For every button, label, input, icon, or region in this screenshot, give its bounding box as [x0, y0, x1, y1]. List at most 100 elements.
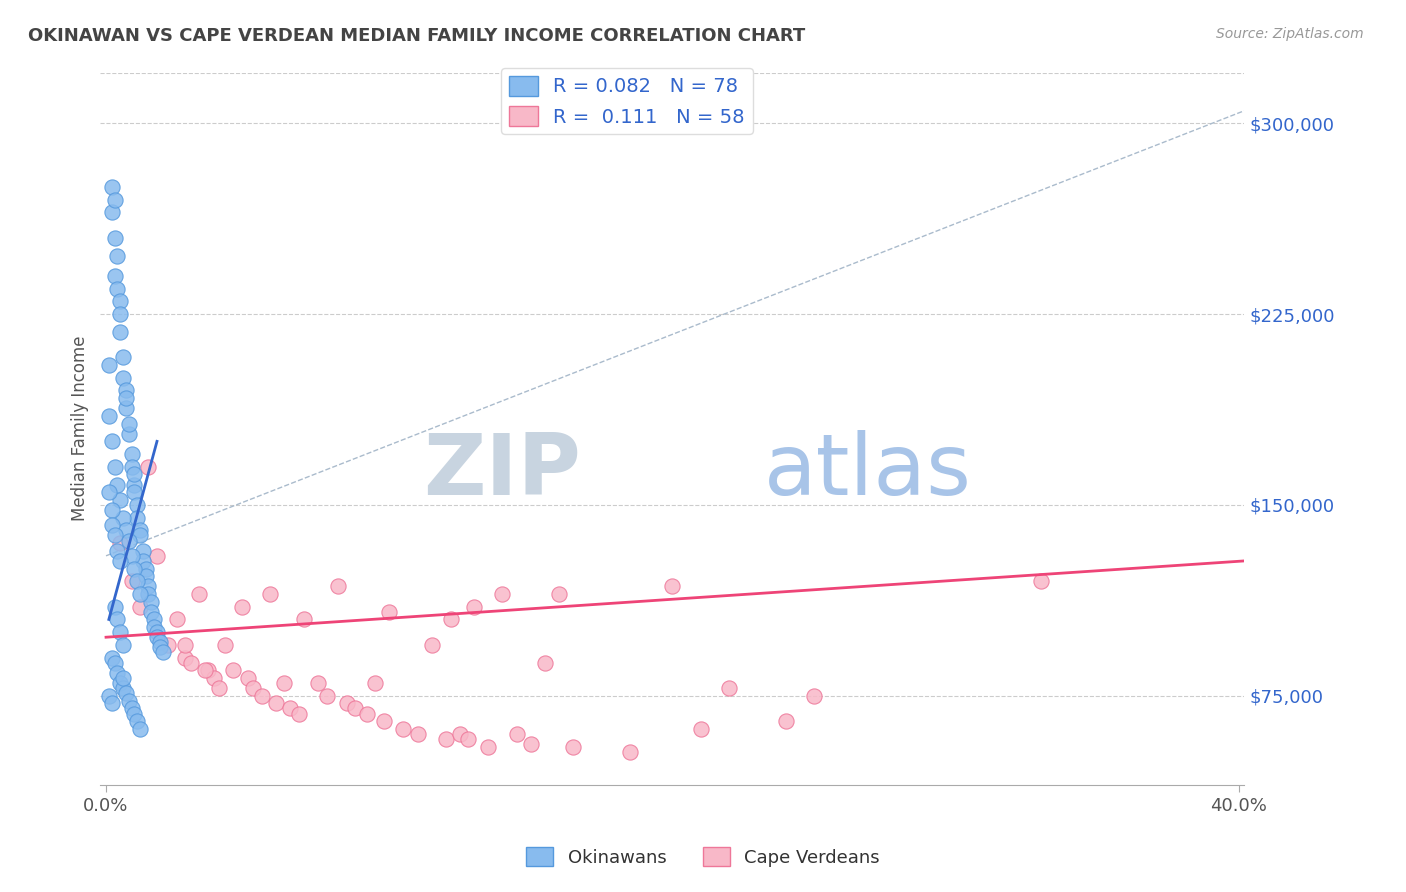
- Point: [307, 676, 329, 690]
- Point: [278, 701, 301, 715]
- Point: [121, 701, 143, 715]
- Point: [118, 417, 141, 431]
- Point: [138, 459, 160, 474]
- Point: [100, 518, 122, 533]
- Point: [129, 524, 152, 538]
- Point: [174, 650, 197, 665]
- Point: [548, 587, 571, 601]
- Point: [103, 268, 125, 283]
- Point: [111, 351, 134, 365]
- Point: [259, 587, 281, 601]
- Point: [457, 731, 479, 746]
- Point: [111, 510, 134, 524]
- Point: [434, 731, 457, 746]
- Point: [111, 681, 134, 695]
- Point: [138, 587, 160, 601]
- Point: [100, 650, 122, 665]
- Point: [121, 447, 143, 461]
- Point: [138, 579, 160, 593]
- Point: [273, 676, 295, 690]
- Point: [316, 689, 339, 703]
- Point: [129, 599, 152, 614]
- Point: [108, 294, 131, 309]
- Point: [135, 569, 157, 583]
- Point: [100, 697, 122, 711]
- Point: [477, 739, 499, 754]
- Legend: R = 0.082   N = 78, R =  0.111   N = 58: R = 0.082 N = 78, R = 0.111 N = 58: [501, 68, 752, 135]
- Point: [197, 663, 219, 677]
- Point: [100, 205, 122, 219]
- Point: [406, 727, 429, 741]
- Point: [491, 587, 513, 601]
- Point: [115, 686, 138, 700]
- Text: atlas: atlas: [763, 430, 972, 513]
- Point: [174, 638, 197, 652]
- Point: [287, 706, 309, 721]
- Point: [194, 663, 217, 677]
- Point: [202, 671, 225, 685]
- Point: [356, 706, 378, 721]
- Point: [562, 739, 585, 754]
- Point: [103, 193, 125, 207]
- Point: [108, 554, 131, 568]
- Point: [440, 612, 463, 626]
- Point: [108, 676, 131, 690]
- Point: [449, 727, 471, 741]
- Point: [141, 605, 163, 619]
- Point: [689, 722, 711, 736]
- Point: [231, 599, 253, 614]
- Point: [118, 426, 141, 441]
- Point: [166, 612, 188, 626]
- Point: [105, 665, 128, 680]
- Point: [214, 638, 236, 652]
- Point: [105, 612, 128, 626]
- Point: [103, 459, 125, 474]
- Point: [328, 579, 350, 593]
- Point: [118, 533, 141, 548]
- Point: [100, 180, 122, 194]
- Point: [188, 587, 211, 601]
- Point: [121, 549, 143, 563]
- Point: [115, 391, 138, 405]
- Point: [661, 579, 683, 593]
- Point: [619, 745, 641, 759]
- Point: [152, 645, 174, 659]
- Point: [222, 663, 245, 677]
- Point: [149, 635, 172, 649]
- Point: [103, 656, 125, 670]
- Point: [108, 492, 131, 507]
- Point: [378, 605, 401, 619]
- Point: [803, 689, 825, 703]
- Point: [718, 681, 741, 695]
- Point: [146, 630, 169, 644]
- Point: [143, 620, 166, 634]
- Point: [124, 561, 146, 575]
- Point: [100, 434, 122, 449]
- Point: [115, 401, 138, 416]
- Point: [105, 249, 128, 263]
- Point: [103, 528, 125, 542]
- Point: [250, 689, 273, 703]
- Point: [141, 594, 163, 608]
- Point: [534, 656, 557, 670]
- Point: [132, 543, 155, 558]
- Point: [121, 459, 143, 474]
- Point: [103, 599, 125, 614]
- Point: [336, 697, 359, 711]
- Point: [97, 409, 120, 423]
- Point: [121, 574, 143, 589]
- Point: [135, 561, 157, 575]
- Point: [127, 714, 149, 728]
- Point: [115, 524, 138, 538]
- Point: [103, 231, 125, 245]
- Point: [1029, 574, 1052, 589]
- Text: ZIP: ZIP: [423, 430, 581, 513]
- Point: [208, 681, 231, 695]
- Point: [264, 697, 287, 711]
- Point: [242, 681, 264, 695]
- Point: [105, 477, 128, 491]
- Point: [118, 694, 141, 708]
- Point: [157, 638, 180, 652]
- Point: [463, 599, 485, 614]
- Point: [124, 467, 146, 482]
